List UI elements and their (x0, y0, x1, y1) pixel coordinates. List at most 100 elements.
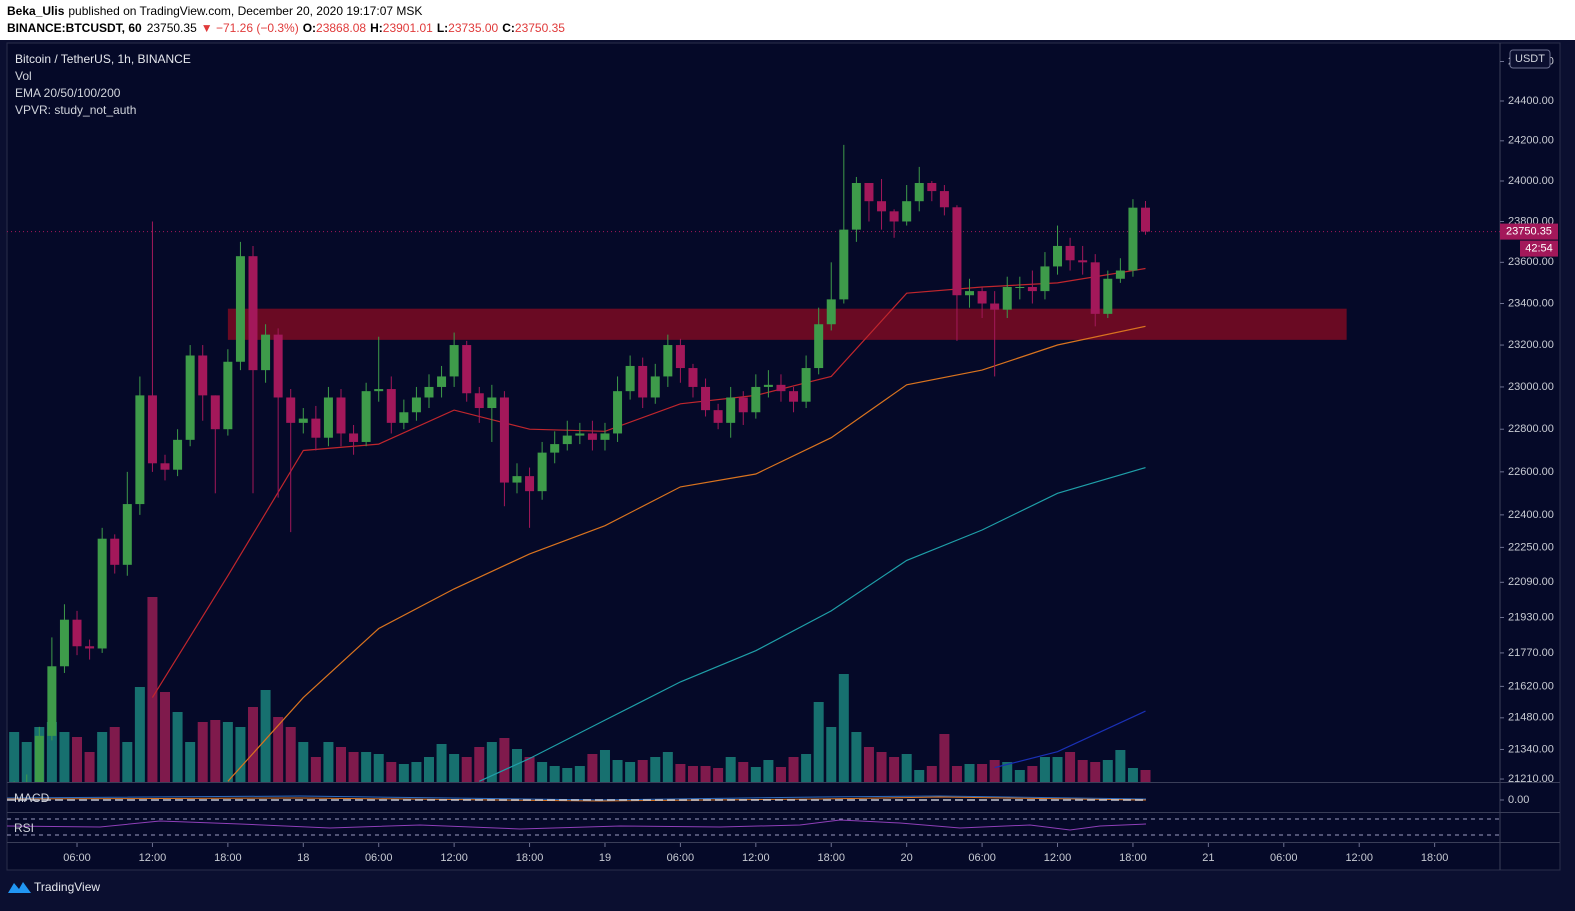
volume-bar (1077, 760, 1088, 782)
volume-bar (1039, 757, 1050, 782)
volume-bar (147, 597, 158, 782)
x-tick-label: 18:00 (516, 852, 544, 864)
volume-bar (549, 766, 560, 782)
y-tick-label: 22800.00 (1508, 423, 1554, 435)
candle-body (512, 476, 522, 483)
volume-bar (1014, 770, 1025, 782)
rsi-line (6, 819, 1147, 831)
countdown-label: 42:54 (1525, 242, 1553, 254)
x-tick-label: 18:00 (214, 852, 242, 864)
candle-body (625, 365, 635, 392)
candle-body (1141, 207, 1151, 232)
candle-body (273, 334, 283, 398)
candle-body (1065, 245, 1075, 261)
volume-bar (210, 720, 221, 782)
candle-body (386, 389, 396, 423)
candle-body (323, 397, 333, 438)
candle-body (952, 207, 962, 296)
volume-bar (977, 764, 988, 782)
ema-line (227, 325, 1146, 782)
x-tick-label: 12:00 (1345, 852, 1373, 864)
x-tick-label: 18 (297, 852, 309, 864)
candle-body (135, 395, 145, 505)
candle-body (1115, 270, 1125, 279)
x-tick-label: 06:00 (667, 852, 695, 864)
ohlc-value: 23750.35 (515, 21, 565, 35)
candle-body (122, 504, 132, 565)
volume-bar (587, 754, 598, 782)
candle-body (411, 397, 421, 413)
x-tick-label: 20 (901, 852, 913, 864)
candle-body (1053, 245, 1063, 267)
volume-bar (826, 727, 837, 782)
candle-body (424, 386, 434, 398)
volume-bar (449, 754, 460, 782)
y-tick-label: 22400.00 (1508, 509, 1554, 521)
published-info: published on TradingView.com, December 2… (68, 4, 422, 18)
indicator-label: VPVR: study_not_auth (15, 103, 136, 117)
currency-label[interactable]: USDT (1515, 53, 1545, 65)
candle-body (789, 391, 799, 402)
volume-bar (310, 757, 321, 782)
volume-bar (914, 770, 925, 782)
volume-bar (964, 764, 975, 782)
candle-body (311, 418, 321, 438)
candle-body (223, 361, 233, 430)
overlay-layer: USDT 23750.35 42:54 (1500, 49, 1558, 257)
candle-body (487, 397, 497, 409)
last-price-label: 23750.35 (1506, 225, 1552, 237)
candle-body (550, 444, 560, 453)
volume-bar (801, 754, 812, 782)
currency-badge[interactable] (1509, 49, 1551, 69)
candle-body (399, 412, 409, 423)
candle-body (738, 397, 748, 413)
volume-bar (361, 752, 372, 782)
candle-body (173, 439, 183, 470)
ohlc-label: L: (437, 21, 448, 35)
volume-bar (989, 760, 1000, 782)
macd-tick-label: 0.00 (1508, 794, 1529, 806)
volume-bar (474, 747, 485, 782)
volume-layer (9, 597, 1151, 782)
candle-body (839, 229, 849, 300)
volume-bar (625, 762, 636, 782)
last-price: 23750.35 (147, 21, 197, 35)
volume-bar (411, 762, 422, 782)
volume-bar (97, 732, 108, 782)
volume-bar (1115, 750, 1126, 782)
volume-bar (248, 707, 259, 782)
volume-bar (323, 742, 334, 782)
volume-bar (373, 754, 384, 782)
x-tick-label: 18:00 (817, 852, 845, 864)
y-tick-label: 21210.00 (1508, 773, 1554, 785)
last-price-badge (1500, 223, 1558, 240)
candle-body (927, 183, 937, 192)
volume-bar (788, 757, 799, 782)
x-tick-label: 18:00 (1119, 852, 1147, 864)
footer-brand[interactable]: TradingView (8, 880, 100, 894)
y-tick-label: 21770.00 (1508, 647, 1554, 659)
candle-body (286, 397, 296, 423)
y-tick-label: 24200.00 (1508, 135, 1554, 147)
candle-body (701, 386, 711, 411)
candle-body (889, 211, 899, 222)
y-tick-label: 24400.00 (1508, 95, 1554, 107)
candle-body (965, 291, 975, 296)
candle-body (474, 393, 484, 409)
candle-body (248, 256, 258, 371)
y-tick-label: 24000.00 (1508, 175, 1554, 187)
x-tick-label: 06:00 (365, 852, 393, 864)
header-bar (0, 0, 1575, 40)
candle-body (776, 384, 786, 392)
x-tick-label: 19 (599, 852, 611, 864)
candle-body (298, 418, 308, 423)
x-tick-label: 12:00 (1044, 852, 1072, 864)
brand-name[interactable]: TradingView (34, 880, 100, 894)
volume-bar (398, 764, 409, 782)
volume-bar (1127, 768, 1138, 782)
candle-body (437, 376, 447, 387)
x-tick-label: 21 (1202, 852, 1214, 864)
candle-body (336, 397, 346, 434)
volume-bar (499, 738, 510, 782)
candle-body (713, 410, 723, 423)
